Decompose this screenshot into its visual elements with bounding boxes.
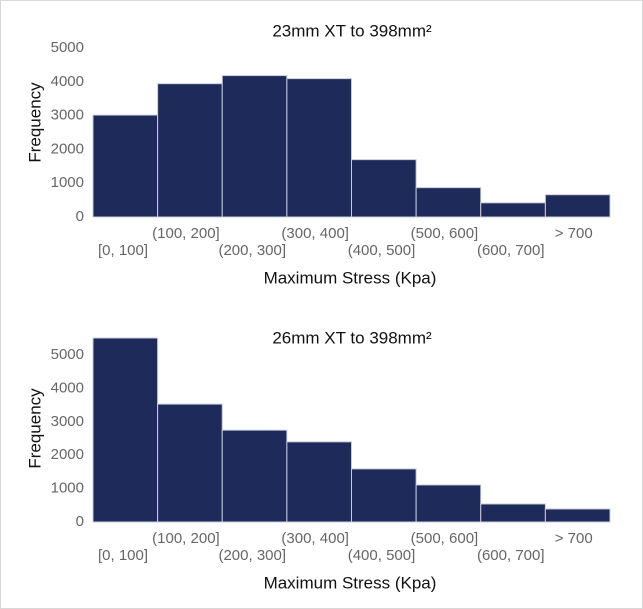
y-tick-label: 4000 (51, 379, 84, 396)
x-tick-label: (300, 400] (281, 225, 349, 242)
y-tick-label: 2000 (51, 140, 84, 157)
y-tick-label: 1000 (51, 174, 84, 191)
x-tick-label: (400, 500] (348, 547, 416, 564)
bar (221, 429, 288, 523)
x-tick-label: > 700 (555, 530, 593, 547)
y-tick-label: 0 (76, 208, 84, 225)
y-tick-label: 4000 (51, 73, 84, 90)
y-tick-label: 2000 (51, 446, 84, 463)
chart-title: 23mm XT to 398mm² (272, 21, 432, 40)
bar (351, 159, 417, 218)
x-axis-label: Maximum Stress (Kpa) (264, 573, 437, 592)
bar (157, 403, 223, 523)
x-tick-label: (300, 400] (281, 530, 349, 547)
y-tick-label: 3000 (51, 107, 84, 124)
bar (480, 202, 546, 218)
x-tick-label: (500, 600] (411, 225, 479, 242)
y-tick-label: 1000 (51, 480, 84, 497)
x-tick-label: > 700 (555, 225, 593, 242)
x-tick-label: [0, 100] (98, 242, 148, 259)
bar (157, 83, 223, 218)
x-tick-label: (600, 700] (477, 547, 545, 564)
x-tick-label: (500, 600] (411, 530, 479, 547)
bar (351, 468, 417, 523)
x-tick-label: (200, 300] (218, 242, 286, 259)
bar (415, 187, 482, 218)
bar (544, 194, 611, 218)
chart-title: 26mm XT to 398mm² (272, 328, 432, 347)
x-tick-label: (100, 200] (152, 530, 220, 547)
bar (415, 484, 482, 523)
bar (92, 114, 159, 218)
bar (544, 508, 611, 523)
bar (92, 337, 159, 523)
bar (221, 75, 288, 218)
bar (286, 441, 352, 523)
x-tick-label: [0, 100] (98, 547, 148, 564)
bar (480, 503, 546, 523)
y-tick-label: 0 (76, 513, 84, 530)
x-axis-label: Maximum Stress (Kpa) (264, 268, 437, 287)
bar (286, 78, 352, 218)
x-tick-label: (100, 200] (152, 225, 220, 242)
x-tick-label: (200, 300] (218, 547, 286, 564)
y-axis-label: Frequency (25, 82, 44, 163)
y-tick-label: 5000 (51, 39, 84, 56)
x-tick-label: (400, 500] (348, 242, 416, 259)
x-tick-label: (600, 700] (477, 242, 545, 259)
y-tick-label: 5000 (51, 346, 84, 363)
y-tick-label: 3000 (51, 413, 84, 430)
y-axis-label: Frequency (25, 388, 44, 469)
